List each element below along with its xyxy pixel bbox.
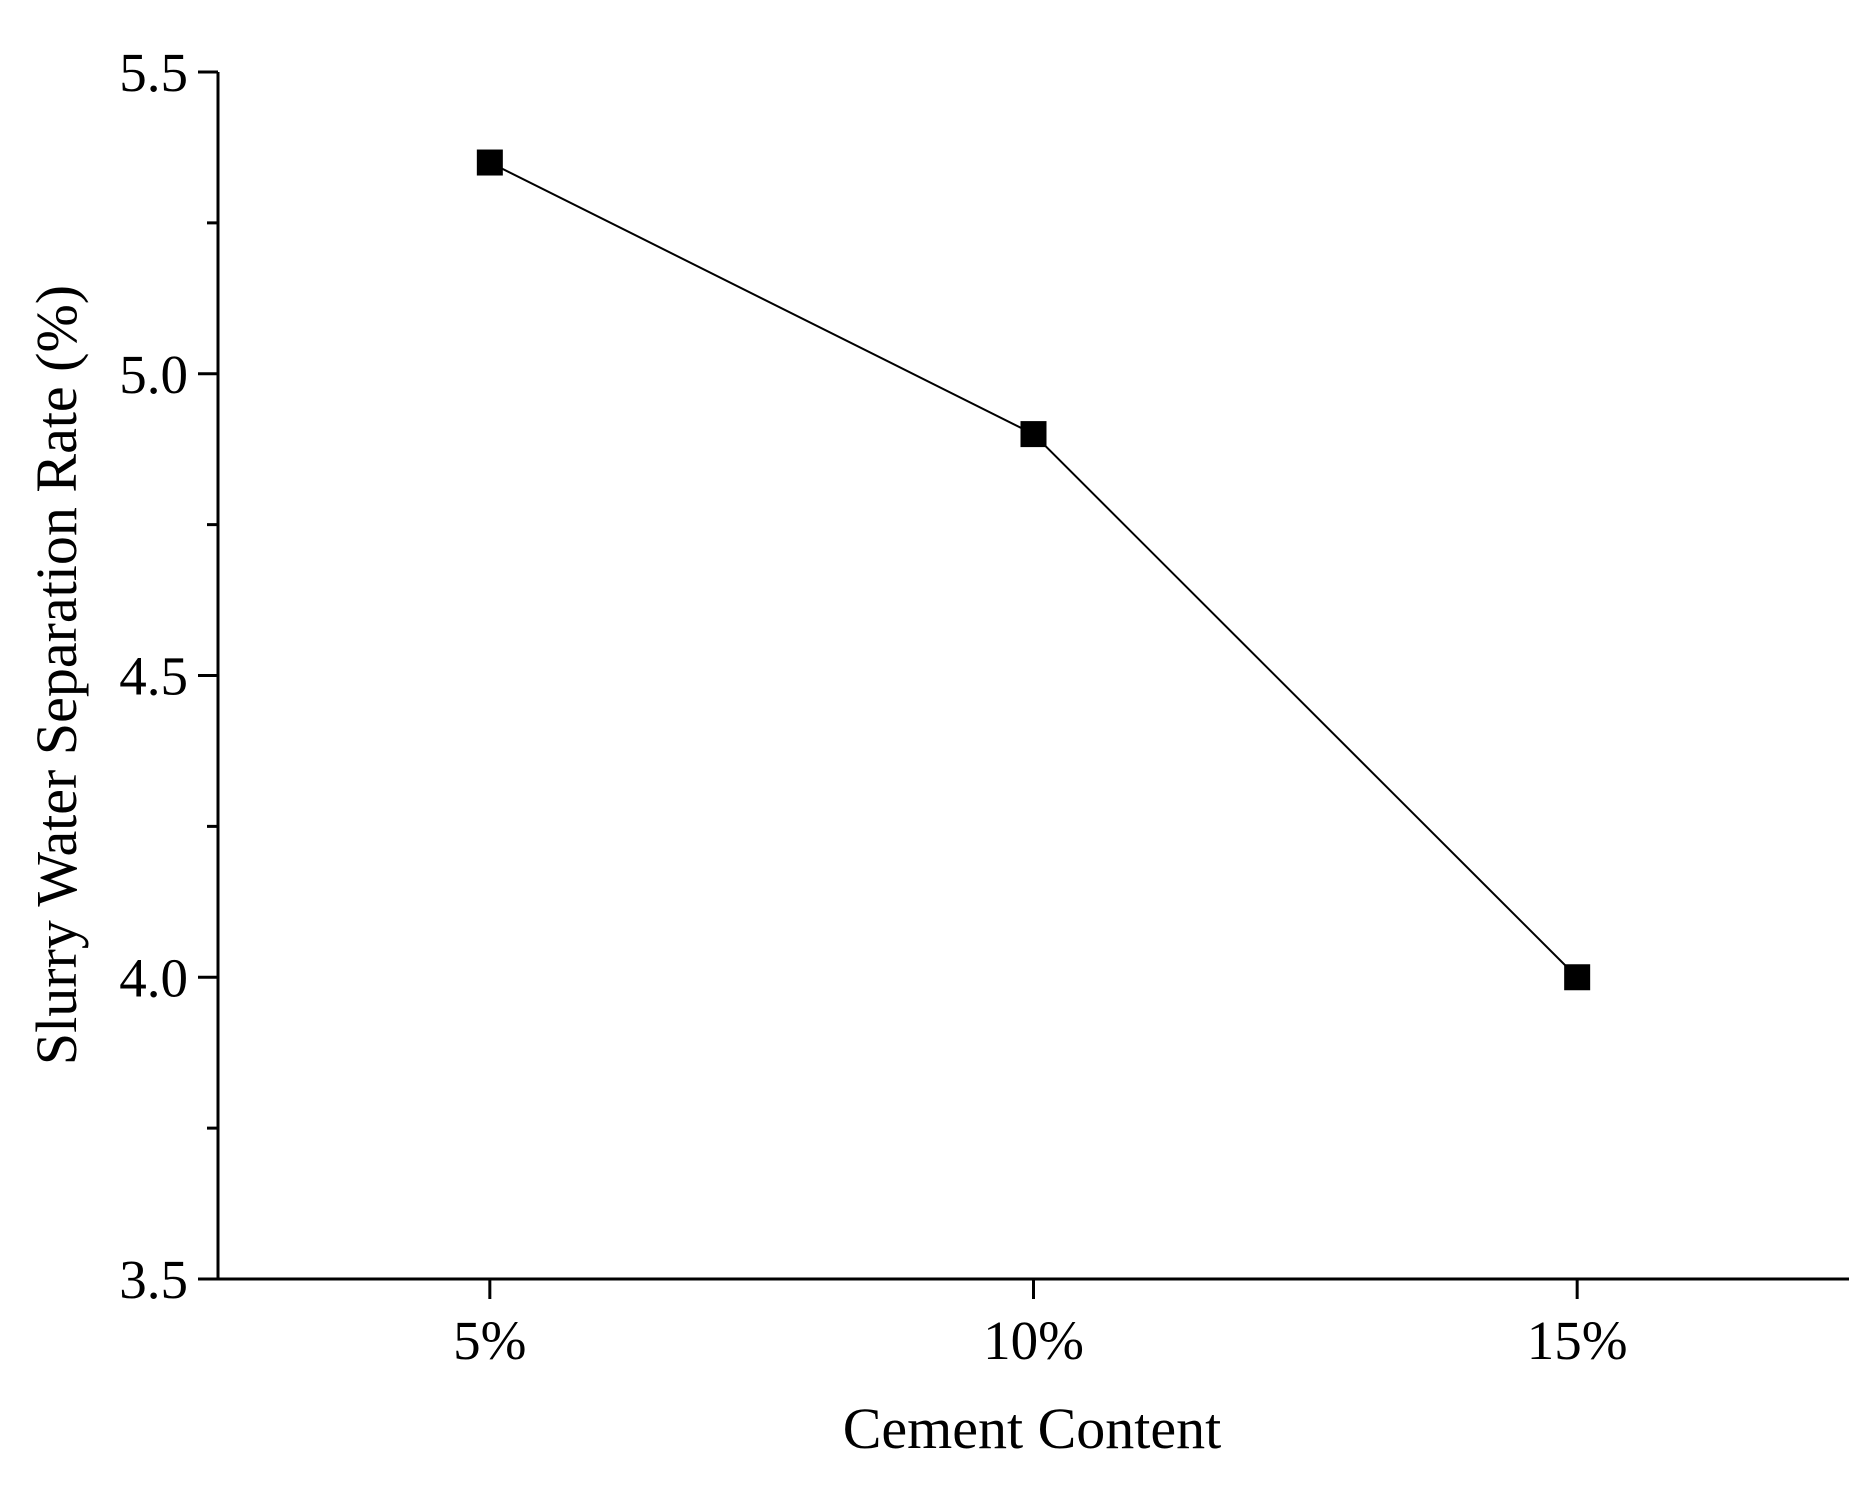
marker: [476, 149, 503, 176]
y-tick-label: 5.5: [119, 42, 188, 103]
y-tick-label: 4.5: [119, 646, 188, 707]
series-line: [489, 161, 1578, 978]
x-tick-label: 15%: [1527, 1310, 1628, 1371]
y-axis-title: Slurry Water Separation Rate (%): [24, 285, 89, 1065]
y-tick-label: 3.5: [119, 1249, 188, 1310]
y-tick-label: 4.0: [119, 947, 188, 1008]
marker: [1020, 421, 1047, 448]
y-tick-label: 5.0: [119, 344, 188, 405]
x-tick-label: 10%: [983, 1310, 1084, 1371]
marker: [1564, 964, 1591, 991]
x-tick-label: 5%: [453, 1310, 526, 1371]
x-axis-title: Cement Content: [843, 1396, 1222, 1461]
